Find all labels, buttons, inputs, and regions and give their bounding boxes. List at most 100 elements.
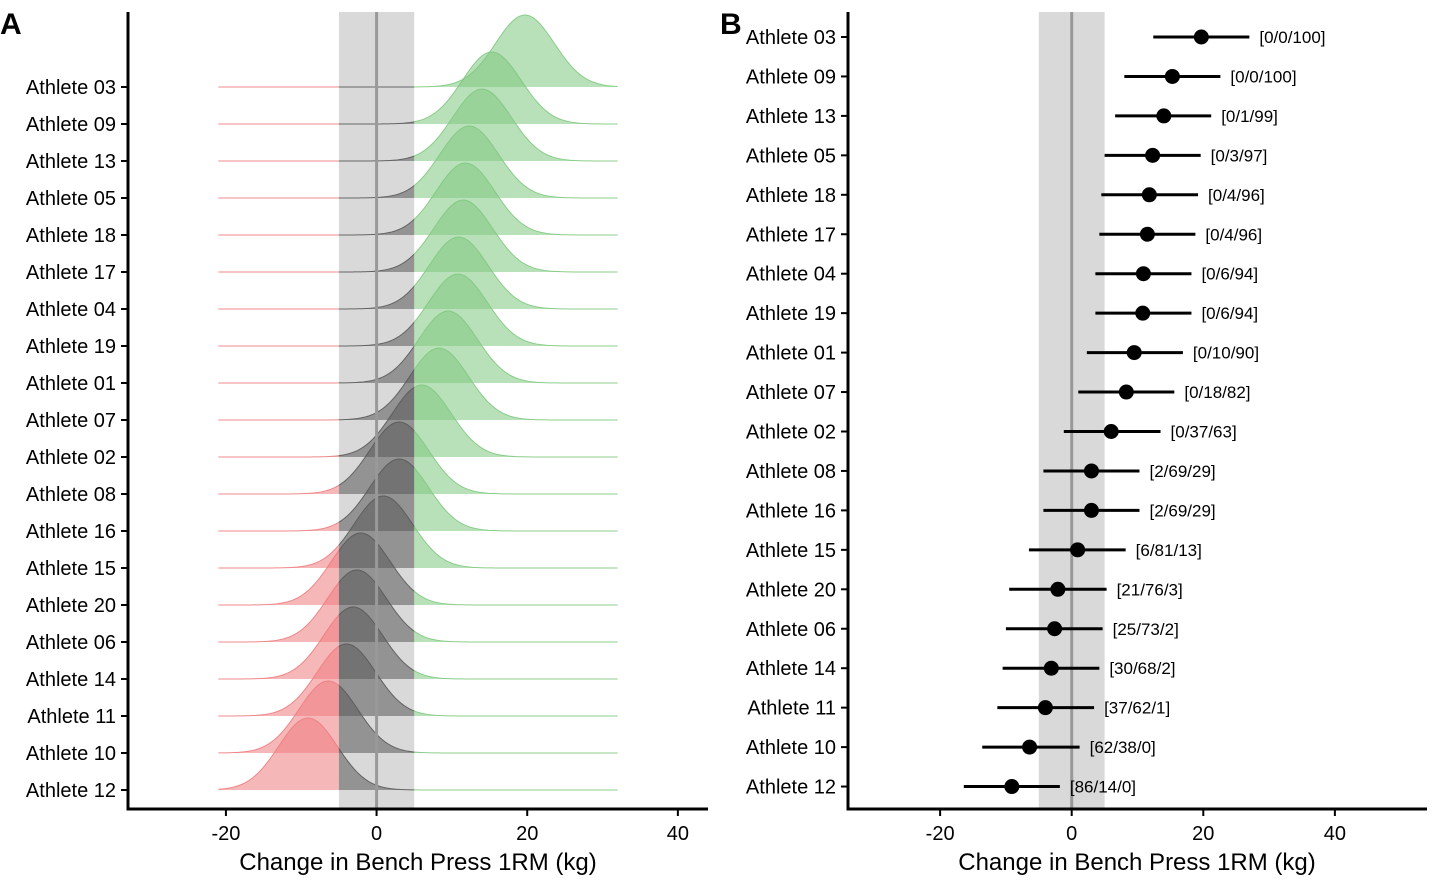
category-label: Athlete 20	[26, 595, 116, 617]
ridge-fill-below	[218, 485, 339, 494]
ridge-fill-above	[414, 631, 618, 642]
category-label: Athlete 04	[26, 299, 116, 321]
annotation-athlete-06: [25/73/2]	[1113, 620, 1179, 639]
ridge-athlete-06	[218, 569, 618, 643]
category-label: Athlete 18	[746, 185, 836, 207]
panel-b-points	[1004, 29, 1209, 795]
panel-b-category-labels: Athlete 03 Athlete 09 Athlete 13 Athlete 05…	[746, 27, 848, 799]
ridge-fill-within	[338, 685, 415, 753]
category-label: Athlete 01	[26, 373, 116, 395]
ridge-athlete-01	[218, 310, 618, 384]
category-label: Athlete 06	[746, 619, 836, 641]
ridge-outline-above	[414, 88, 618, 162]
category-label: Athlete 11	[747, 698, 836, 720]
category-label: Athlete 10	[746, 737, 836, 759]
point-athlete-10	[1022, 739, 1038, 755]
category-label: Athlete 16	[746, 500, 836, 522]
ridge-outline-below	[218, 484, 340, 495]
panel-a-x-axis-title: Change in Bench Press 1RM (kg)	[239, 849, 597, 876]
ridge-athlete-04	[218, 236, 618, 310]
annotation-athlete-17: [0/4/96]	[1205, 225, 1262, 244]
point-athlete-19	[1135, 305, 1151, 321]
ridge-outline-below	[218, 614, 340, 680]
annotation-athlete-11: [37/62/1]	[1104, 699, 1170, 718]
ridge-athlete-03	[218, 14, 618, 88]
annotation-athlete-14: [30/68/2]	[1109, 659, 1175, 678]
x-tick-label: -20	[926, 823, 955, 845]
ridge-fill-below	[218, 522, 339, 531]
ridge-outline-above	[413, 310, 618, 384]
category-label: Athlete 12	[26, 780, 116, 802]
annotation-athlete-08: [2/69/29]	[1149, 462, 1215, 481]
ridge-outline-above	[414, 751, 618, 754]
category-label: Athlete 17	[746, 224, 836, 246]
category-label: Athlete 13	[746, 106, 836, 128]
category-label: Athlete 08	[746, 461, 836, 483]
category-label: Athlete 20	[746, 579, 836, 601]
ridge-fill-above	[414, 430, 618, 494]
point-athlete-07	[1118, 384, 1134, 400]
point-athlete-15	[1070, 542, 1086, 558]
point-athlete-01	[1126, 345, 1142, 361]
ridge-athlete-17	[218, 199, 618, 273]
ridge-fill-above	[414, 311, 618, 383]
point-athlete-04	[1135, 266, 1151, 282]
category-label: Athlete 15	[746, 540, 836, 562]
annotation-athlete-09: [0/0/100]	[1230, 67, 1296, 86]
ridge-fill-within	[338, 322, 415, 346]
panel-a-x-ticks: -20 0 20 40	[211, 809, 689, 845]
point-athlete-05	[1145, 147, 1161, 163]
category-label: Athlete 18	[26, 225, 116, 247]
category-label: Athlete 03	[26, 77, 116, 99]
ridge-outline-below	[218, 550, 340, 606]
point-athlete-06	[1047, 621, 1063, 637]
panel-b-intervals	[963, 35, 1250, 789]
category-label: Athlete 17	[26, 262, 116, 284]
category-label: Athlete 02	[26, 447, 116, 469]
ridge-fill-within	[338, 748, 415, 790]
panel-b-tag: B	[720, 8, 742, 41]
x-tick-label: 40	[667, 823, 689, 845]
category-label: Athlete 13	[26, 151, 116, 173]
ridge-athlete-12	[218, 717, 618, 791]
category-label: Athlete 14	[26, 669, 116, 691]
ridge-fill-within	[338, 155, 415, 161]
point-athlete-13	[1156, 108, 1172, 124]
category-label: Athlete 06	[26, 632, 116, 654]
annotation-athlete-04: [0/6/94]	[1201, 265, 1258, 284]
x-tick-label: 20	[516, 823, 538, 845]
x-tick-label: 40	[1324, 823, 1346, 845]
ridge-athlete-13	[218, 88, 618, 162]
annotation-athlete-20: [21/76/3]	[1117, 580, 1183, 599]
x-tick-label: -20	[211, 823, 240, 845]
ridge-outline-below	[218, 645, 340, 717]
annotation-athlete-03: [0/0/100]	[1259, 28, 1325, 47]
ridge-outline-above	[414, 710, 618, 717]
category-label: Athlete 07	[26, 410, 116, 432]
annotation-athlete-13: [0/1/99]	[1221, 107, 1278, 126]
ridge-athlete-18	[218, 162, 618, 236]
ridge-fill-above	[414, 670, 618, 679]
ridge-outline-above	[413, 347, 618, 421]
ridge-outline-above	[413, 199, 618, 273]
category-label: Athlete 09	[26, 114, 116, 136]
ridge-outline-above	[413, 236, 618, 310]
category-label: Athlete 10	[26, 743, 116, 765]
category-label: Athlete 01	[746, 343, 836, 365]
ridge-fill-below	[218, 615, 339, 679]
ridge-fill-above	[414, 385, 618, 457]
point-athlete-17	[1139, 226, 1155, 242]
x-tick-label: 0	[1066, 823, 1077, 845]
ridge-athlete-11	[218, 643, 618, 717]
panel-b-x-axis-title: Change in Bench Press 1RM (kg)	[958, 849, 1316, 876]
ridge-fill-above	[414, 15, 618, 87]
ridge-fill-below	[218, 550, 339, 605]
ridge-outline-above	[413, 670, 618, 680]
category-label: Athlete 09	[746, 66, 836, 88]
category-label: Athlete 15	[26, 558, 116, 580]
category-label: Athlete 19	[26, 336, 116, 358]
annotation-athlete-16: [2/69/29]	[1149, 501, 1215, 520]
category-label: Athlete 05	[746, 145, 836, 167]
ridge-outline-above	[413, 125, 618, 199]
